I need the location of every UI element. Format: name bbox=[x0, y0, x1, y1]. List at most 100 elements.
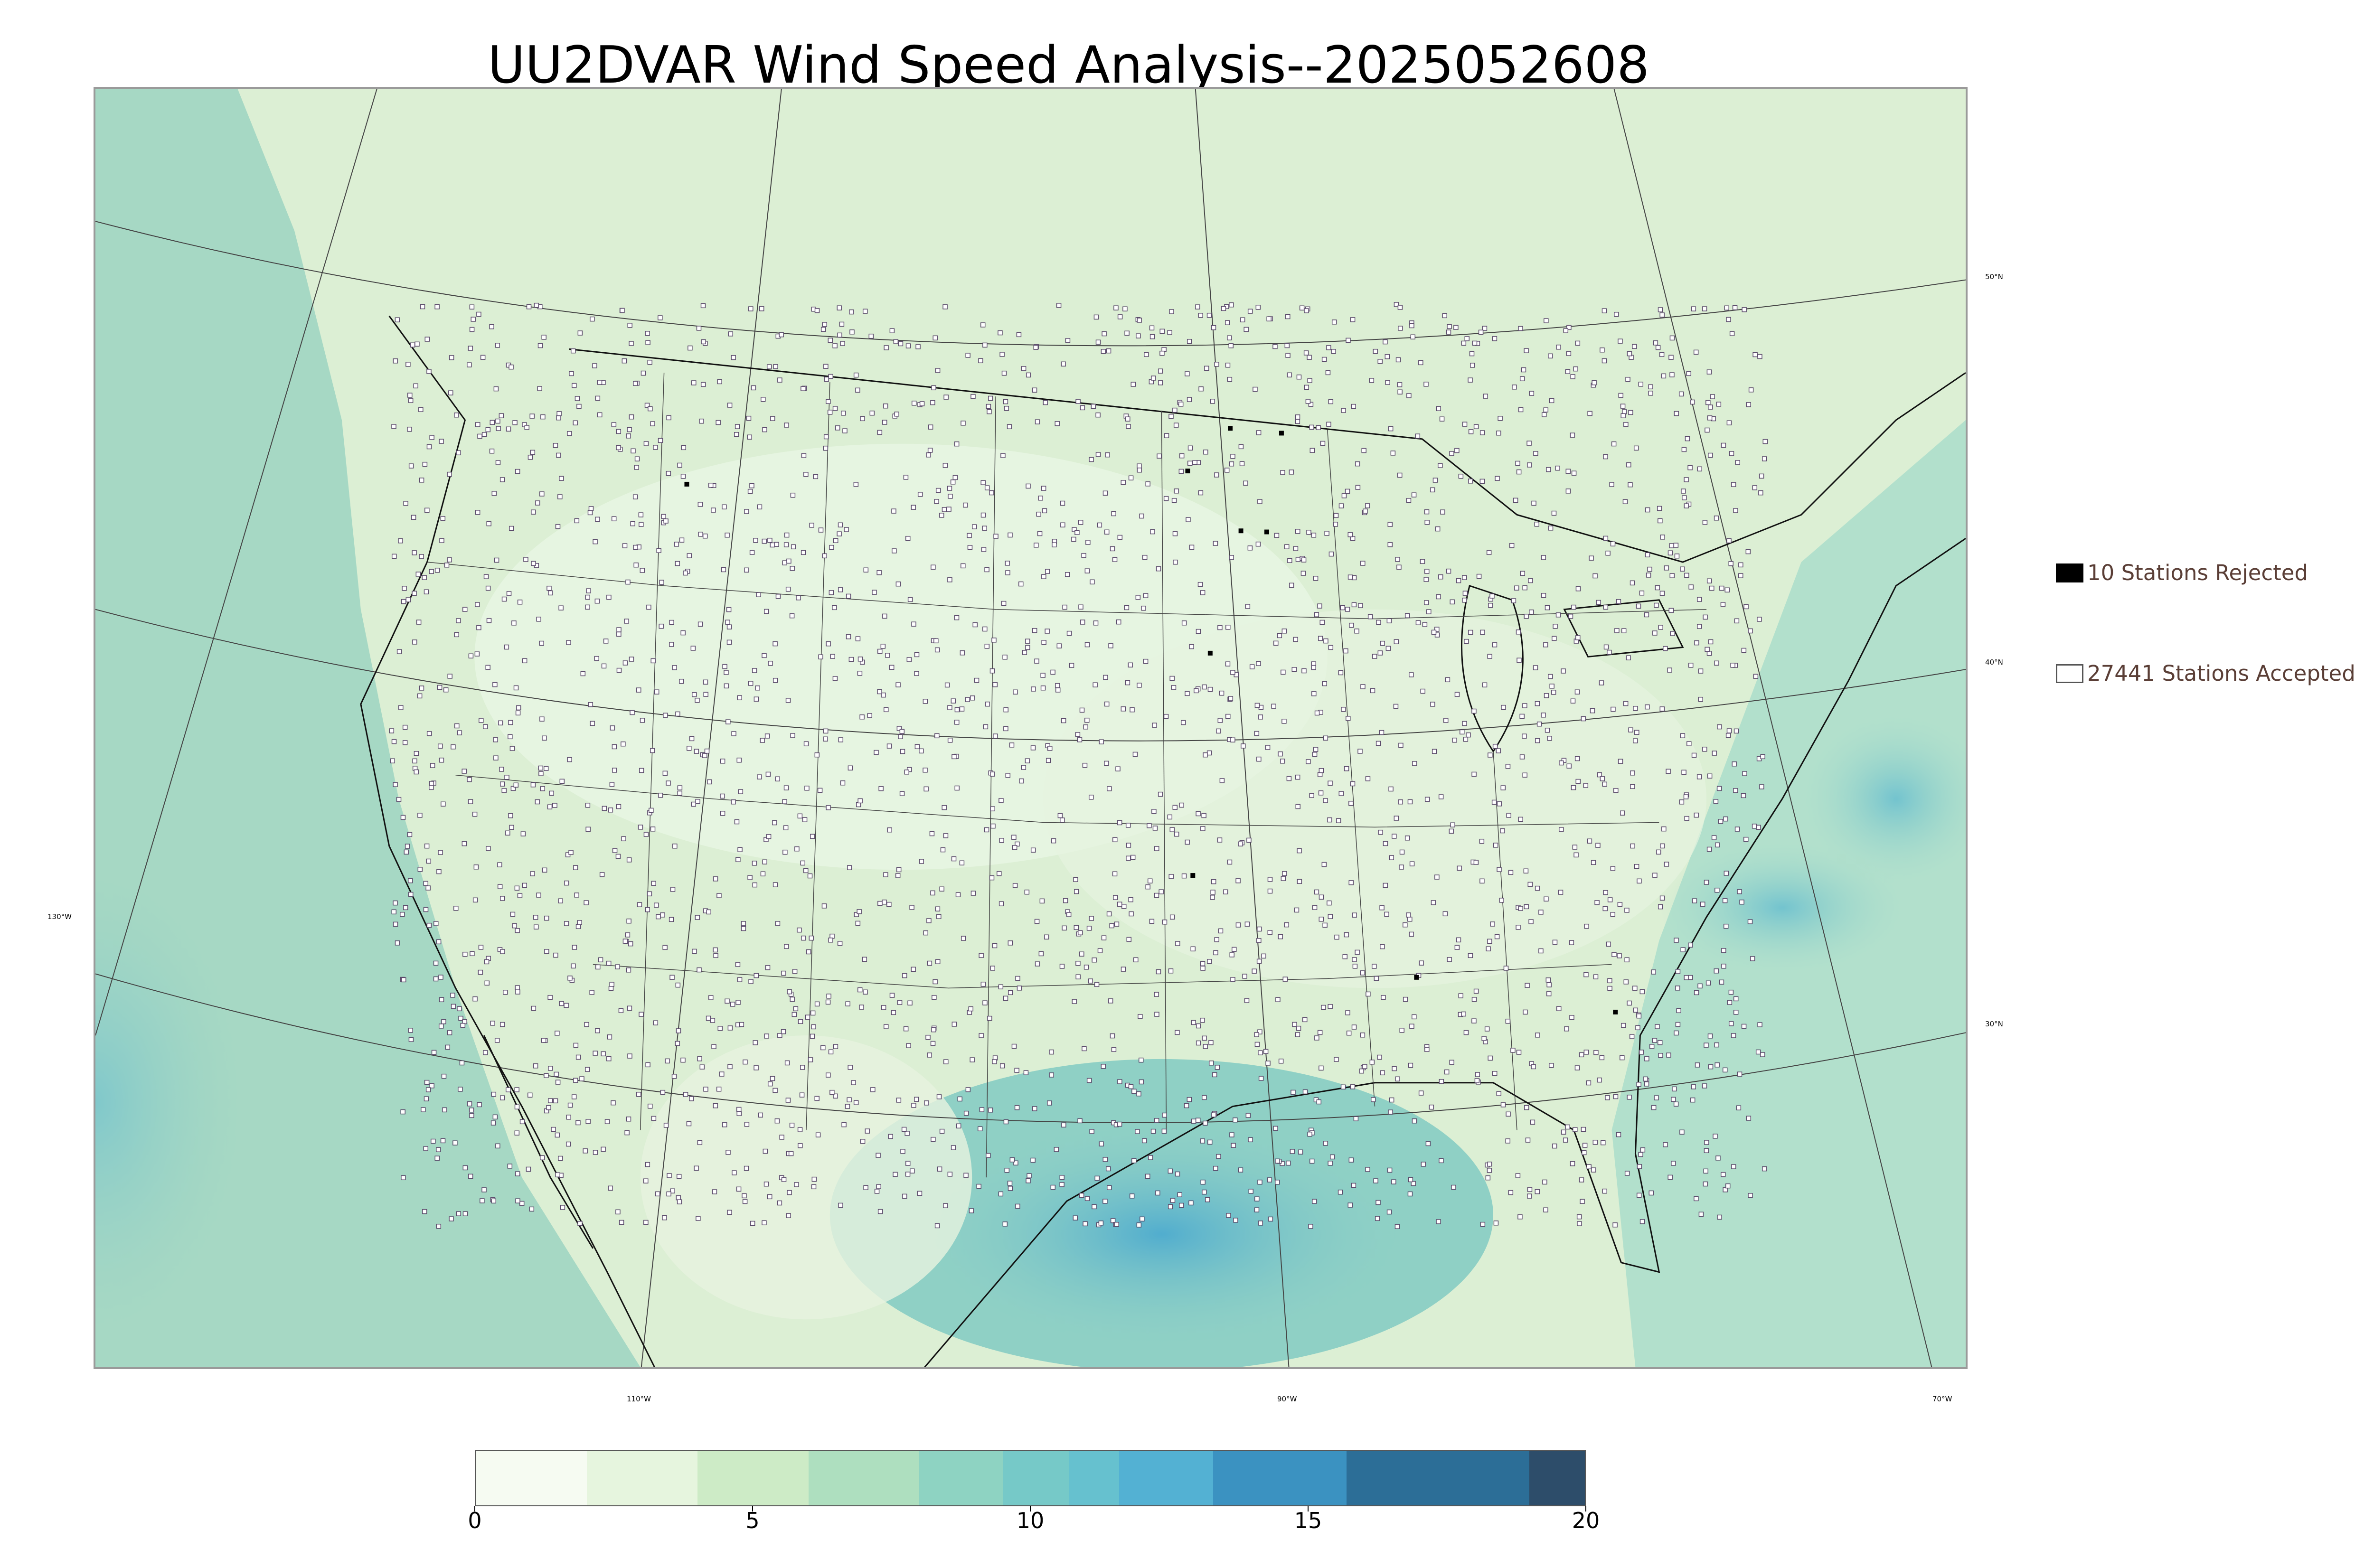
station-accepted-marker bbox=[774, 542, 779, 547]
station-accepted-marker bbox=[1352, 957, 1357, 962]
station-accepted-marker bbox=[1230, 670, 1235, 675]
station-accepted-marker bbox=[683, 570, 688, 576]
station-accepted-marker bbox=[1607, 897, 1613, 902]
station-accepted-marker bbox=[1681, 488, 1686, 494]
station-accepted-marker bbox=[999, 901, 1004, 907]
station-accepted-marker bbox=[1488, 602, 1493, 608]
station-accepted-marker bbox=[781, 1177, 787, 1182]
station-accepted-marker bbox=[1479, 878, 1485, 884]
station-accepted-marker bbox=[828, 374, 833, 379]
station-accepted-marker bbox=[1385, 380, 1390, 385]
station-accepted-marker bbox=[815, 1132, 821, 1137]
station-accepted-marker bbox=[1168, 413, 1174, 419]
station-accepted-marker bbox=[690, 646, 696, 651]
station-accepted-marker bbox=[669, 642, 674, 647]
station-accepted-marker bbox=[429, 435, 434, 440]
station-accepted-marker bbox=[573, 865, 578, 870]
station-accepted-marker bbox=[526, 1166, 531, 1172]
station-accepted-marker bbox=[1024, 889, 1030, 895]
station-rejected-marker bbox=[1207, 650, 1213, 656]
station-accepted-marker bbox=[462, 607, 468, 612]
station-accepted-marker bbox=[677, 1199, 682, 1204]
station-accepted-marker bbox=[439, 757, 444, 763]
station-accepted-marker bbox=[1196, 1023, 1201, 1029]
station-accepted-marker bbox=[1436, 594, 1441, 600]
station-accepted-marker bbox=[972, 524, 977, 529]
station-accepted-marker bbox=[1167, 330, 1172, 335]
station-accepted-marker bbox=[697, 621, 703, 627]
station-accepted-marker bbox=[534, 302, 539, 308]
station-accepted-marker bbox=[1644, 1056, 1649, 1061]
station-accepted-marker bbox=[1762, 1166, 1767, 1172]
station-accepted-marker bbox=[454, 632, 459, 638]
station-accepted-marker bbox=[1758, 490, 1763, 496]
station-accepted-marker bbox=[1681, 447, 1687, 452]
station-accepted-marker bbox=[1529, 609, 1534, 615]
station-accepted-marker bbox=[1117, 820, 1122, 826]
station-accepted-marker bbox=[1263, 1049, 1269, 1054]
station-accepted-marker bbox=[838, 737, 844, 742]
station-accepted-marker bbox=[393, 358, 398, 364]
station-accepted-marker bbox=[403, 501, 408, 506]
station-accepted-marker bbox=[1101, 935, 1107, 940]
station-accepted-marker bbox=[1748, 1193, 1753, 1198]
station-accepted-marker bbox=[1185, 371, 1190, 376]
station-accepted-marker bbox=[1516, 1050, 1522, 1055]
station-accepted-marker bbox=[1548, 674, 1553, 679]
station-accepted-marker bbox=[1664, 862, 1669, 867]
station-accepted-marker bbox=[1059, 964, 1065, 969]
station-accepted-marker bbox=[1492, 336, 1498, 341]
station-accepted-marker bbox=[767, 1081, 773, 1087]
station-accepted-marker bbox=[1351, 602, 1357, 608]
rejected-label: 10 Stations Rejected bbox=[2087, 560, 2308, 585]
station-accepted-marker bbox=[1145, 884, 1150, 890]
station-accepted-marker bbox=[894, 412, 899, 417]
station-accepted-marker bbox=[1733, 996, 1739, 1002]
station-accepted-marker bbox=[739, 1022, 744, 1027]
station-accepted-marker bbox=[660, 1089, 666, 1095]
station-accepted-marker bbox=[1014, 1105, 1020, 1110]
station-accepted-marker bbox=[1095, 339, 1101, 345]
station-accepted-marker bbox=[1630, 770, 1635, 776]
station-accepted-marker bbox=[1281, 629, 1287, 634]
station-accepted-marker bbox=[1589, 555, 1594, 561]
colorbar-tick-label: 0 bbox=[468, 1508, 482, 1533]
station-accepted-marker bbox=[1137, 463, 1142, 469]
station-accepted-marker bbox=[905, 1161, 911, 1166]
station-accepted-marker bbox=[1292, 1022, 1297, 1027]
station-accepted-marker bbox=[1319, 916, 1324, 922]
station-accepted-marker bbox=[554, 1071, 559, 1077]
station-accepted-marker bbox=[612, 848, 618, 853]
station-accepted-marker bbox=[1522, 585, 1527, 591]
station-accepted-marker bbox=[1171, 685, 1177, 690]
station-accepted-marker bbox=[1124, 605, 1130, 610]
station-accepted-marker bbox=[1047, 746, 1053, 751]
station-accepted-marker bbox=[1546, 991, 1552, 996]
station-accepted-marker bbox=[1669, 543, 1674, 548]
station-accepted-marker bbox=[1210, 399, 1215, 404]
station-accepted-marker bbox=[901, 1127, 907, 1132]
station-accepted-marker bbox=[1181, 620, 1187, 626]
wind-speed-map[interactable] bbox=[94, 87, 1968, 1369]
station-accepted-marker bbox=[980, 981, 986, 987]
station-accepted-marker bbox=[1350, 781, 1356, 787]
station-accepted-marker bbox=[472, 811, 478, 817]
station-accepted-marker bbox=[1330, 1154, 1335, 1160]
station-accepted-marker bbox=[495, 343, 500, 348]
station-accepted-marker bbox=[469, 1108, 474, 1113]
station-accepted-marker bbox=[656, 914, 661, 920]
station-accepted-marker bbox=[1380, 1070, 1385, 1076]
station-accepted-marker bbox=[1750, 956, 1755, 961]
station-accepted-marker bbox=[557, 494, 563, 499]
station-accepted-marker bbox=[1398, 799, 1403, 805]
station-accepted-marker bbox=[1287, 372, 1292, 378]
station-accepted-marker bbox=[1639, 1050, 1644, 1055]
station-accepted-marker bbox=[754, 696, 759, 702]
station-accepted-marker bbox=[1522, 703, 1527, 708]
station-accepted-marker bbox=[1008, 990, 1013, 995]
station-accepted-marker bbox=[1640, 1147, 1646, 1153]
station-accepted-marker bbox=[1627, 1094, 1632, 1100]
station-accepted-marker bbox=[1610, 911, 1616, 917]
station-accepted-marker bbox=[1083, 724, 1088, 730]
station-accepted-marker bbox=[837, 332, 842, 338]
